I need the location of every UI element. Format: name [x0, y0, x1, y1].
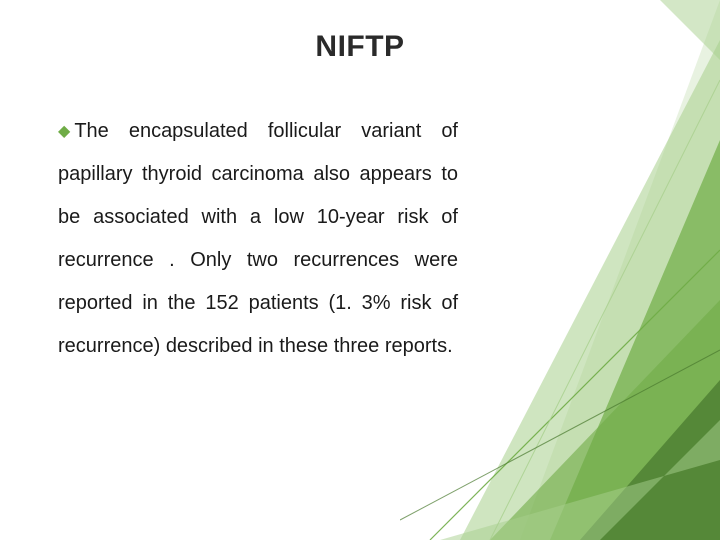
body-paragraph: ◆The encapsulated follicular variant of … — [58, 110, 458, 368]
slide-title: NIFTP — [0, 30, 720, 64]
bullet-icon: ◆ — [58, 115, 70, 149]
body-text: The encapsulated follicular variant of p… — [58, 120, 458, 357]
slide: NIFTP ◆The encapsulated follicular varia… — [0, 0, 720, 540]
